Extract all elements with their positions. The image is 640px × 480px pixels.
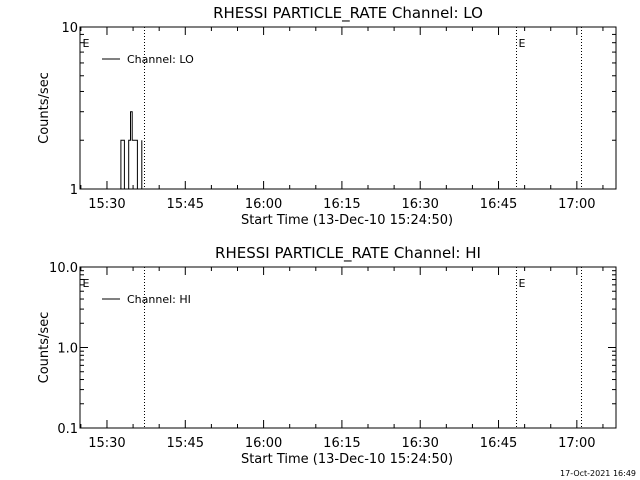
panel-2-x-tick-label: 16:15 [323,436,360,451]
panel-1-event-marker-label: E [519,37,526,50]
panel-1-x-tick-label: 16:45 [480,197,517,212]
panel-2-x-tick-label: 15:30 [88,436,125,451]
panel-2-event-marker-label: E [519,277,526,290]
panel-1-title: RHESSI PARTICLE_RATE Channel: LO [213,4,483,23]
panel-2-y-axis-label: Counts/sec [37,312,52,384]
panel-2-x-tick-label: 16:45 [480,436,517,451]
panel-2-x-tick-label: 15:45 [167,436,204,451]
panel-1-x-axis-label: Start Time (13-Dec-10 15:24:50) [241,213,453,228]
panel-1-x-tick-label: 16:15 [323,197,360,212]
panel-1-y-axis-label: Counts/sec [37,72,52,144]
panel-1-x-tick-label: 16:00 [245,197,282,212]
panel-2-x-tick-label: 17:00 [558,436,595,451]
panel-2-x-tick-label: 16:30 [401,436,438,451]
panel-1-y-tick-label: 1 [70,183,78,198]
panel-1-x-tick-label: 17:00 [558,197,595,212]
panel-2-y-tick-label: 10.0 [49,261,78,276]
panel-2-y-tick-label: 0.1 [57,422,78,437]
panel-1-y-tick-label: 10 [61,21,78,36]
panel-2-x-axis-label: Start Time (13-Dec-10 15:24:50) [241,452,453,467]
panel-2-y-tick-label: 1.0 [57,342,78,357]
panel-2-x-tick-label: 16:00 [245,436,282,451]
panel-1-x-tick-label: 15:45 [167,197,204,212]
panel-1-plot-frame [79,26,617,190]
panel-2-plot-frame [79,266,617,429]
panel-2-event-marker-label: E [83,277,90,290]
panel-1-x-tick-label: 16:30 [401,197,438,212]
panel-2-legend-label: Channel: HI [127,293,191,306]
plot-timestamp: 17-Oct-2021 16:49 [560,469,636,478]
panel-1-series-line [120,111,143,190]
panel-1-x-tick-label: 15:30 [88,197,125,212]
panel-1-legend-label: Channel: LO [127,53,194,66]
panel-2-title: RHESSI PARTICLE_RATE Channel: HI [215,244,481,263]
panel-1-event-marker-label: E [83,37,90,50]
